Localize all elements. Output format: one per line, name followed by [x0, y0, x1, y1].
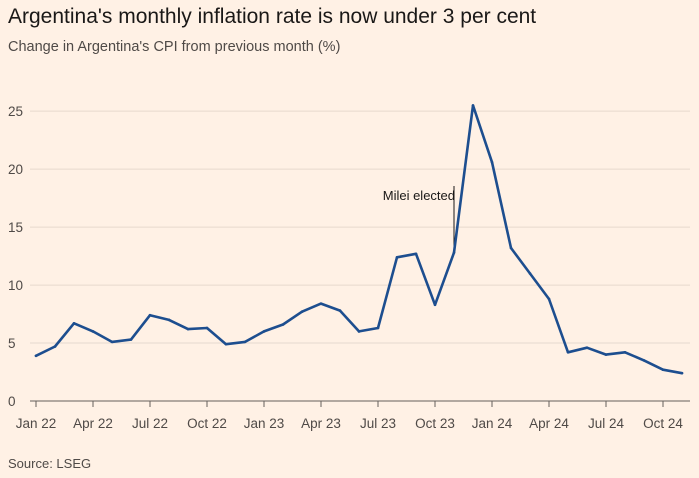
data-point	[452, 251, 456, 254]
data-point	[471, 104, 475, 107]
data-point	[547, 297, 551, 301]
x-tick-label: Jul 22	[132, 416, 168, 431]
x-tick-label: Apr 23	[301, 416, 341, 431]
data-point	[680, 371, 684, 375]
x-axis-ticks: Jan 22 Apr 22 Jul 22 Oct 22 Jan 23 Apr 23 Jul …	[16, 401, 683, 431]
x-tick-label: Jul 24	[588, 416, 625, 431]
data-point	[224, 342, 228, 346]
data-point	[433, 303, 437, 307]
x-tick-label: Jan 22	[16, 416, 57, 431]
data-point	[262, 330, 266, 333]
data-point	[34, 354, 38, 358]
source-note: Source: LSEG	[8, 456, 92, 471]
data-point	[661, 368, 665, 372]
y-tick-label: 20	[8, 162, 23, 177]
data-point	[623, 351, 627, 354]
data-point	[604, 353, 608, 356]
y-axis-ticks: 0 5 10 15 20 25	[8, 104, 23, 409]
data-point	[319, 302, 323, 305]
y-tick-label: 25	[8, 104, 23, 119]
x-tick-label: Apr 22	[73, 416, 113, 431]
y-tick-label: 5	[8, 336, 16, 351]
gridlines	[30, 110, 690, 402]
data-point	[129, 338, 133, 341]
data-point	[300, 310, 304, 314]
data-point	[338, 309, 342, 312]
data-point	[148, 313, 152, 317]
x-tick-label: Oct 22	[187, 416, 227, 431]
cpi-series-line	[34, 104, 684, 375]
data-point	[585, 346, 589, 349]
y-tick-label: 15	[8, 220, 23, 235]
y-tick-label: 10	[8, 278, 23, 293]
data-point	[414, 252, 418, 256]
series-layer	[34, 104, 684, 375]
data-point	[281, 323, 285, 326]
x-tick-label: Jul 23	[360, 416, 396, 431]
data-point	[110, 340, 114, 344]
chart-title: Argentina's monthly inflation rate is no…	[8, 5, 537, 28]
data-point	[509, 246, 513, 250]
x-tick-label: Jan 23	[244, 416, 285, 431]
data-point	[642, 359, 646, 362]
data-point	[91, 330, 95, 333]
annotation-label: Milei elected	[383, 188, 455, 203]
x-tick-label: Oct 24	[643, 416, 683, 431]
data-point	[205, 326, 209, 330]
data-point	[167, 318, 171, 322]
chart-subtitle: Change in Argentina's CPI from previous …	[8, 39, 341, 55]
data-point	[72, 322, 76, 325]
x-tick-label: Oct 23	[415, 416, 455, 431]
data-point	[186, 327, 190, 331]
annotation-layer: Milei elected	[383, 186, 455, 253]
data-point	[357, 330, 361, 333]
data-point	[376, 326, 380, 330]
x-tick-label: Apr 24	[529, 416, 569, 431]
data-point	[243, 340, 247, 344]
data-point	[528, 272, 532, 275]
y-tick-label: 0	[8, 394, 16, 409]
x-tick-label: Jan 24	[472, 416, 513, 431]
data-point	[566, 351, 570, 354]
data-point	[395, 255, 399, 259]
data-point	[490, 160, 494, 164]
data-point	[53, 345, 57, 348]
